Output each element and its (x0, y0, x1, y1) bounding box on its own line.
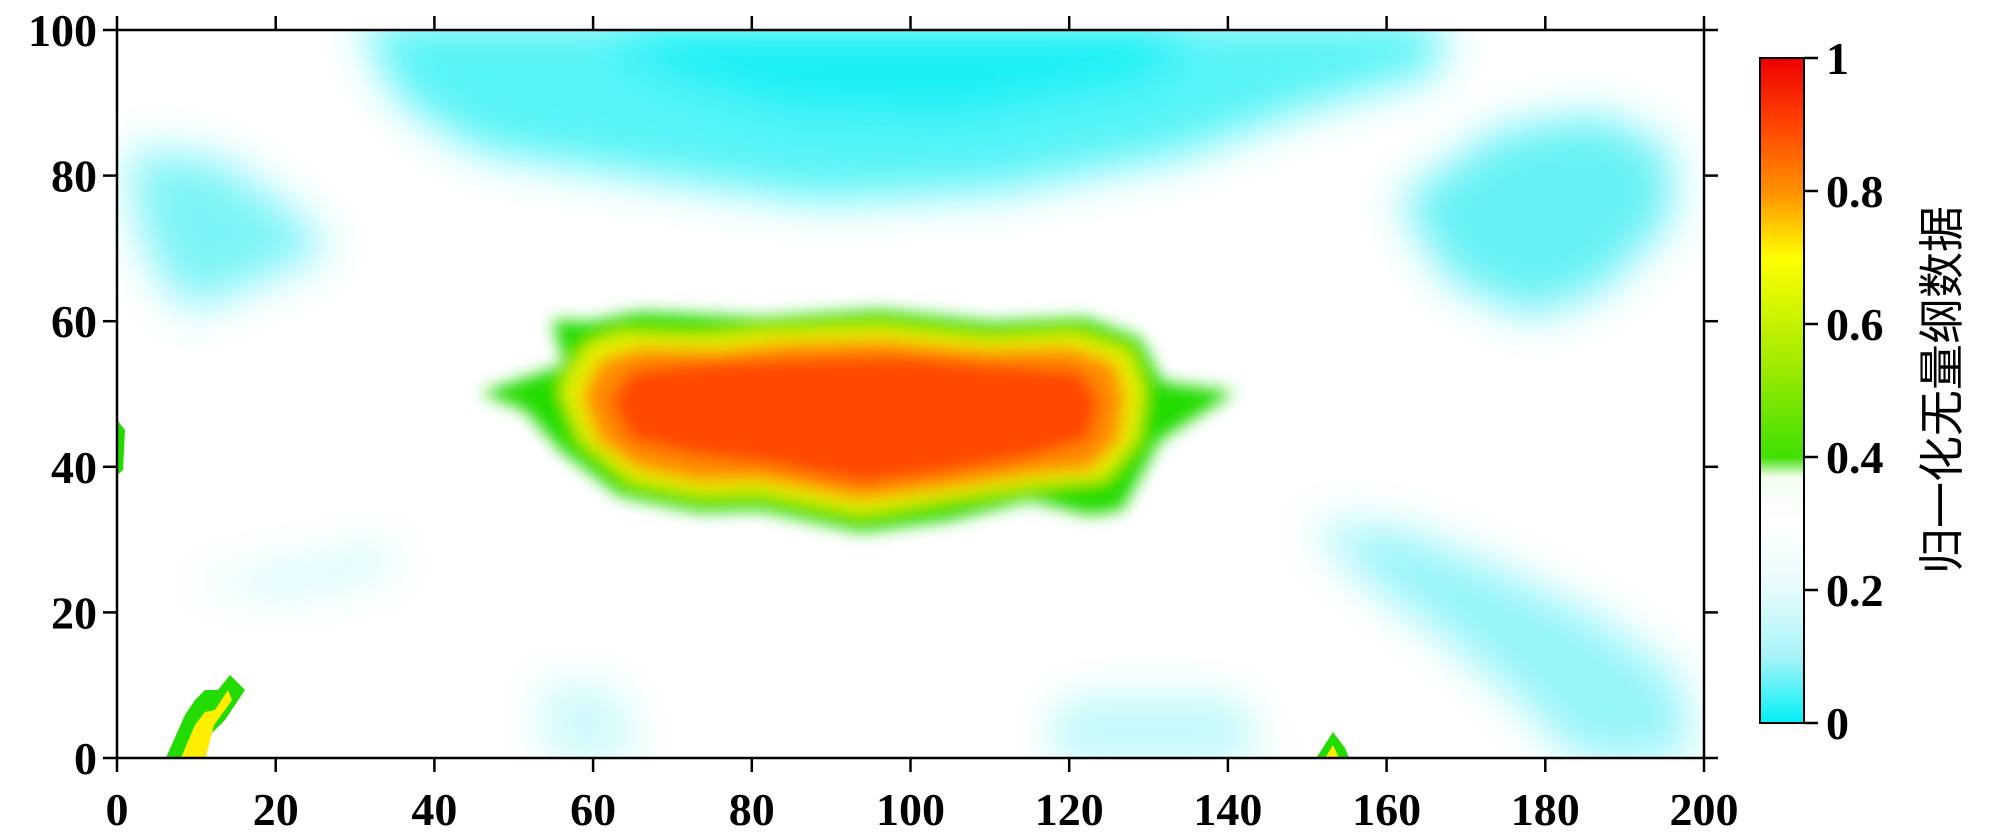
x-axis: 0 20 40 60 80 100 120 140 160 180 200 (106, 16, 1739, 833)
x-tick-label: 100 (876, 784, 945, 833)
y-tick-label: 60 (51, 296, 97, 347)
x-tick-label: 0 (106, 784, 129, 833)
y-tick-label: 100 (28, 5, 97, 56)
x-tick-label: 200 (1670, 784, 1739, 833)
heatmap-plot-area (117, 30, 1704, 758)
x-tick-label: 20 (253, 784, 299, 833)
colorbar-ticks: 0 0.2 0.4 0.6 0.8 1 (1804, 33, 1884, 749)
bottom-left-low (540, 680, 640, 758)
colorbar-tick-label: 1 (1826, 33, 1849, 84)
colorbar-tick-label: 0.4 (1826, 432, 1884, 483)
colorbar-title: 归一化无量纲数据 (1915, 206, 1969, 574)
top-band-core (610, 30, 1192, 120)
upper-right-lobe-low (1400, 115, 1670, 315)
x-tick-label: 40 (411, 784, 457, 833)
colorbar-tick-label: 0 (1826, 698, 1849, 749)
central-hotspot (480, 310, 1235, 532)
x-tick-label: 180 (1511, 784, 1580, 833)
left-edge-spike (117, 420, 125, 475)
x-tick-label: 120 (1035, 784, 1104, 833)
hotspot-core (610, 356, 1100, 484)
bottom-right-spike (1316, 732, 1350, 758)
y-tick-label: 0 (74, 733, 97, 784)
colorbar-tick-label: 0.6 (1826, 299, 1884, 350)
colorbar-gradient (1759, 57, 1805, 724)
left-mid-low (180, 540, 400, 600)
colorbar: 0 0.2 0.4 0.6 0.8 1 归一化无量纲数据 (1759, 33, 1969, 749)
bottom-right-spike-core (1325, 745, 1340, 758)
small-highs (117, 420, 1350, 758)
y-tick-label: 40 (51, 442, 97, 493)
y-tick-label: 80 (51, 151, 97, 202)
x-tick-label: 140 (1193, 784, 1262, 833)
lower-right-streak-low (1310, 525, 1690, 758)
y-axis: 0 20 40 60 80 100 (28, 5, 1718, 784)
bottom-center-low (1050, 700, 1260, 758)
x-tick-label: 160 (1352, 784, 1421, 833)
colorbar-tick-label: 0.2 (1826, 565, 1884, 616)
x-tick-label: 60 (570, 784, 616, 833)
low-regions (130, 30, 1690, 758)
upper-left-lobe-low (130, 150, 330, 310)
x-tick-label: 80 (729, 784, 775, 833)
y-tick-label: 20 (51, 587, 97, 638)
colorbar-tick-label: 0.8 (1826, 166, 1884, 217)
bottom-left-spike-core (180, 690, 232, 758)
